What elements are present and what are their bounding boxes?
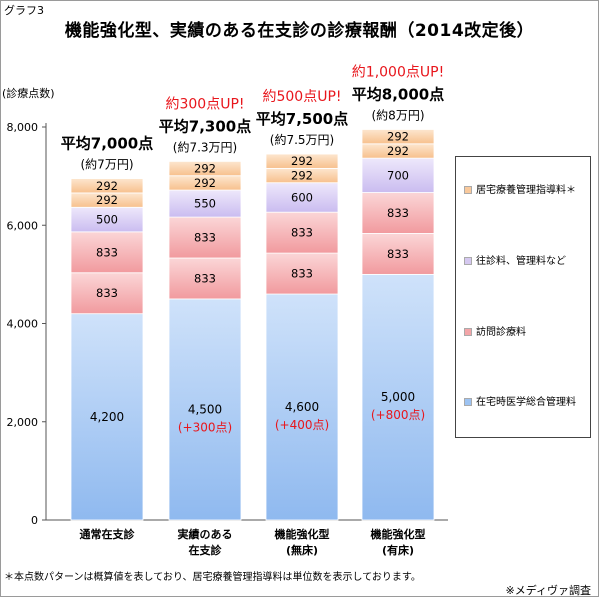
bar-segment	[70, 272, 144, 315]
legend-item-visit: 訪問診療料	[464, 323, 526, 338]
data-label: 5,000	[381, 390, 415, 404]
data-label: 833	[387, 247, 409, 261]
legend-swatch-house	[464, 257, 472, 265]
category-label: (無床)	[286, 543, 318, 557]
data-label: 833	[194, 271, 216, 285]
legend-label: 在宅時医学総合管理料	[476, 397, 576, 408]
chart-title: 機能強化型、実績のある在支診の診療報酬（2014改定後）	[64, 21, 535, 41]
average-label: 平均7,500点	[256, 110, 348, 128]
legend-swatch-visit	[464, 328, 472, 336]
y-tick-label: 4,000	[7, 318, 39, 331]
data-label: 700	[387, 168, 409, 182]
legend-label: 居宅療養管理指導料＊	[476, 185, 576, 196]
increase-label: (+300点)	[178, 420, 232, 434]
legend-swatch-kyotaku	[464, 186, 472, 194]
y-tick-label: 2,000	[7, 416, 39, 429]
data-label: 600	[291, 190, 313, 204]
bar-segment	[168, 298, 242, 521]
category-label: (有床)	[382, 543, 414, 557]
data-label: 833	[96, 245, 118, 259]
approx-label: (約8万円)	[372, 107, 425, 122]
legend-label: 訪問診療料	[476, 327, 526, 338]
data-label: 4,500	[188, 402, 222, 416]
bar-segment	[168, 257, 242, 300]
bar-segment	[70, 313, 144, 521]
approx-label: (約7.5万円)	[270, 132, 334, 147]
increase-label: (+800点)	[371, 408, 425, 422]
data-label: 833	[291, 267, 313, 281]
data-label: 292	[387, 144, 409, 158]
legend-label: 往診料、管理料など	[476, 256, 566, 267]
y-tick-label: 6,000	[7, 219, 39, 232]
average-label: 平均7,300点	[159, 117, 251, 135]
data-label: 292	[194, 176, 216, 190]
increase-label: (+400点)	[275, 418, 329, 432]
bar-segment	[168, 160, 242, 177]
up-label: 約1,000点UP!	[352, 64, 444, 80]
bar-segment	[265, 252, 339, 295]
data-label: 292	[96, 193, 118, 207]
data-label: 833	[194, 231, 216, 245]
category-label: 機能強化型	[275, 527, 330, 541]
data-label: 500	[96, 213, 118, 227]
figure-tag: グラフ3	[4, 4, 44, 17]
bar-segment	[361, 273, 435, 521]
data-label: 292	[291, 169, 313, 183]
bar-segment	[361, 192, 435, 234]
y-tick-label: 0	[31, 514, 38, 527]
data-label: 292	[96, 179, 118, 193]
bar-segment	[265, 182, 339, 213]
data-label: 292	[291, 154, 313, 168]
bar-segment	[361, 129, 435, 145]
data-label: 550	[194, 197, 216, 211]
bar-segment	[70, 178, 144, 194]
category-label: 実績のある	[178, 527, 233, 541]
source-note: ※メディヴァ調査	[505, 584, 591, 597]
legend-item-base: 在宅時医学総合管理料	[464, 393, 576, 408]
bar-segment	[265, 153, 339, 169]
legend-item-house: 往診料、管理料など	[464, 252, 566, 267]
y-tick-label: 8,000	[7, 121, 39, 134]
bar-segment	[168, 216, 242, 259]
data-label: 292	[387, 130, 409, 144]
up-label: 約500点UP!	[262, 89, 341, 105]
y-axis-label: (診療点数)	[2, 86, 55, 100]
data-label: 833	[96, 286, 118, 300]
data-label: 833	[291, 226, 313, 240]
legend-swatch-base	[464, 398, 472, 406]
up-label: 約300点UP!	[165, 96, 244, 112]
bar-segment	[70, 231, 144, 274]
average-label: 平均8,000点	[352, 85, 444, 103]
bar-segment	[361, 157, 435, 193]
approx-label: (約7万円)	[81, 157, 134, 172]
bar-segment	[265, 293, 339, 521]
data-label: 292	[194, 162, 216, 176]
data-label: 833	[387, 206, 409, 220]
bar-segment	[168, 189, 242, 218]
legend: 居宅療養管理指導料＊ 往診料、管理料など 訪問診療料 在宅時医学総合管理料	[455, 156, 591, 438]
category-label: 通常在支診	[80, 527, 136, 541]
bar-segment	[361, 233, 435, 275]
approx-label: (約7.3万円)	[173, 139, 237, 154]
data-label: 4,200	[90, 410, 124, 424]
legend-item-kyotaku: 居宅療養管理指導料＊	[464, 181, 576, 196]
category-label: 在支診	[189, 543, 223, 557]
average-label: 平均7,000点	[61, 135, 153, 153]
data-label: 4,600	[285, 400, 319, 414]
footnote: ＊本点数パターンは概算値を表しており、居宅療養管理指導料は単位数を表示しておりま…	[4, 572, 421, 583]
category-label: 機能強化型	[371, 527, 426, 541]
